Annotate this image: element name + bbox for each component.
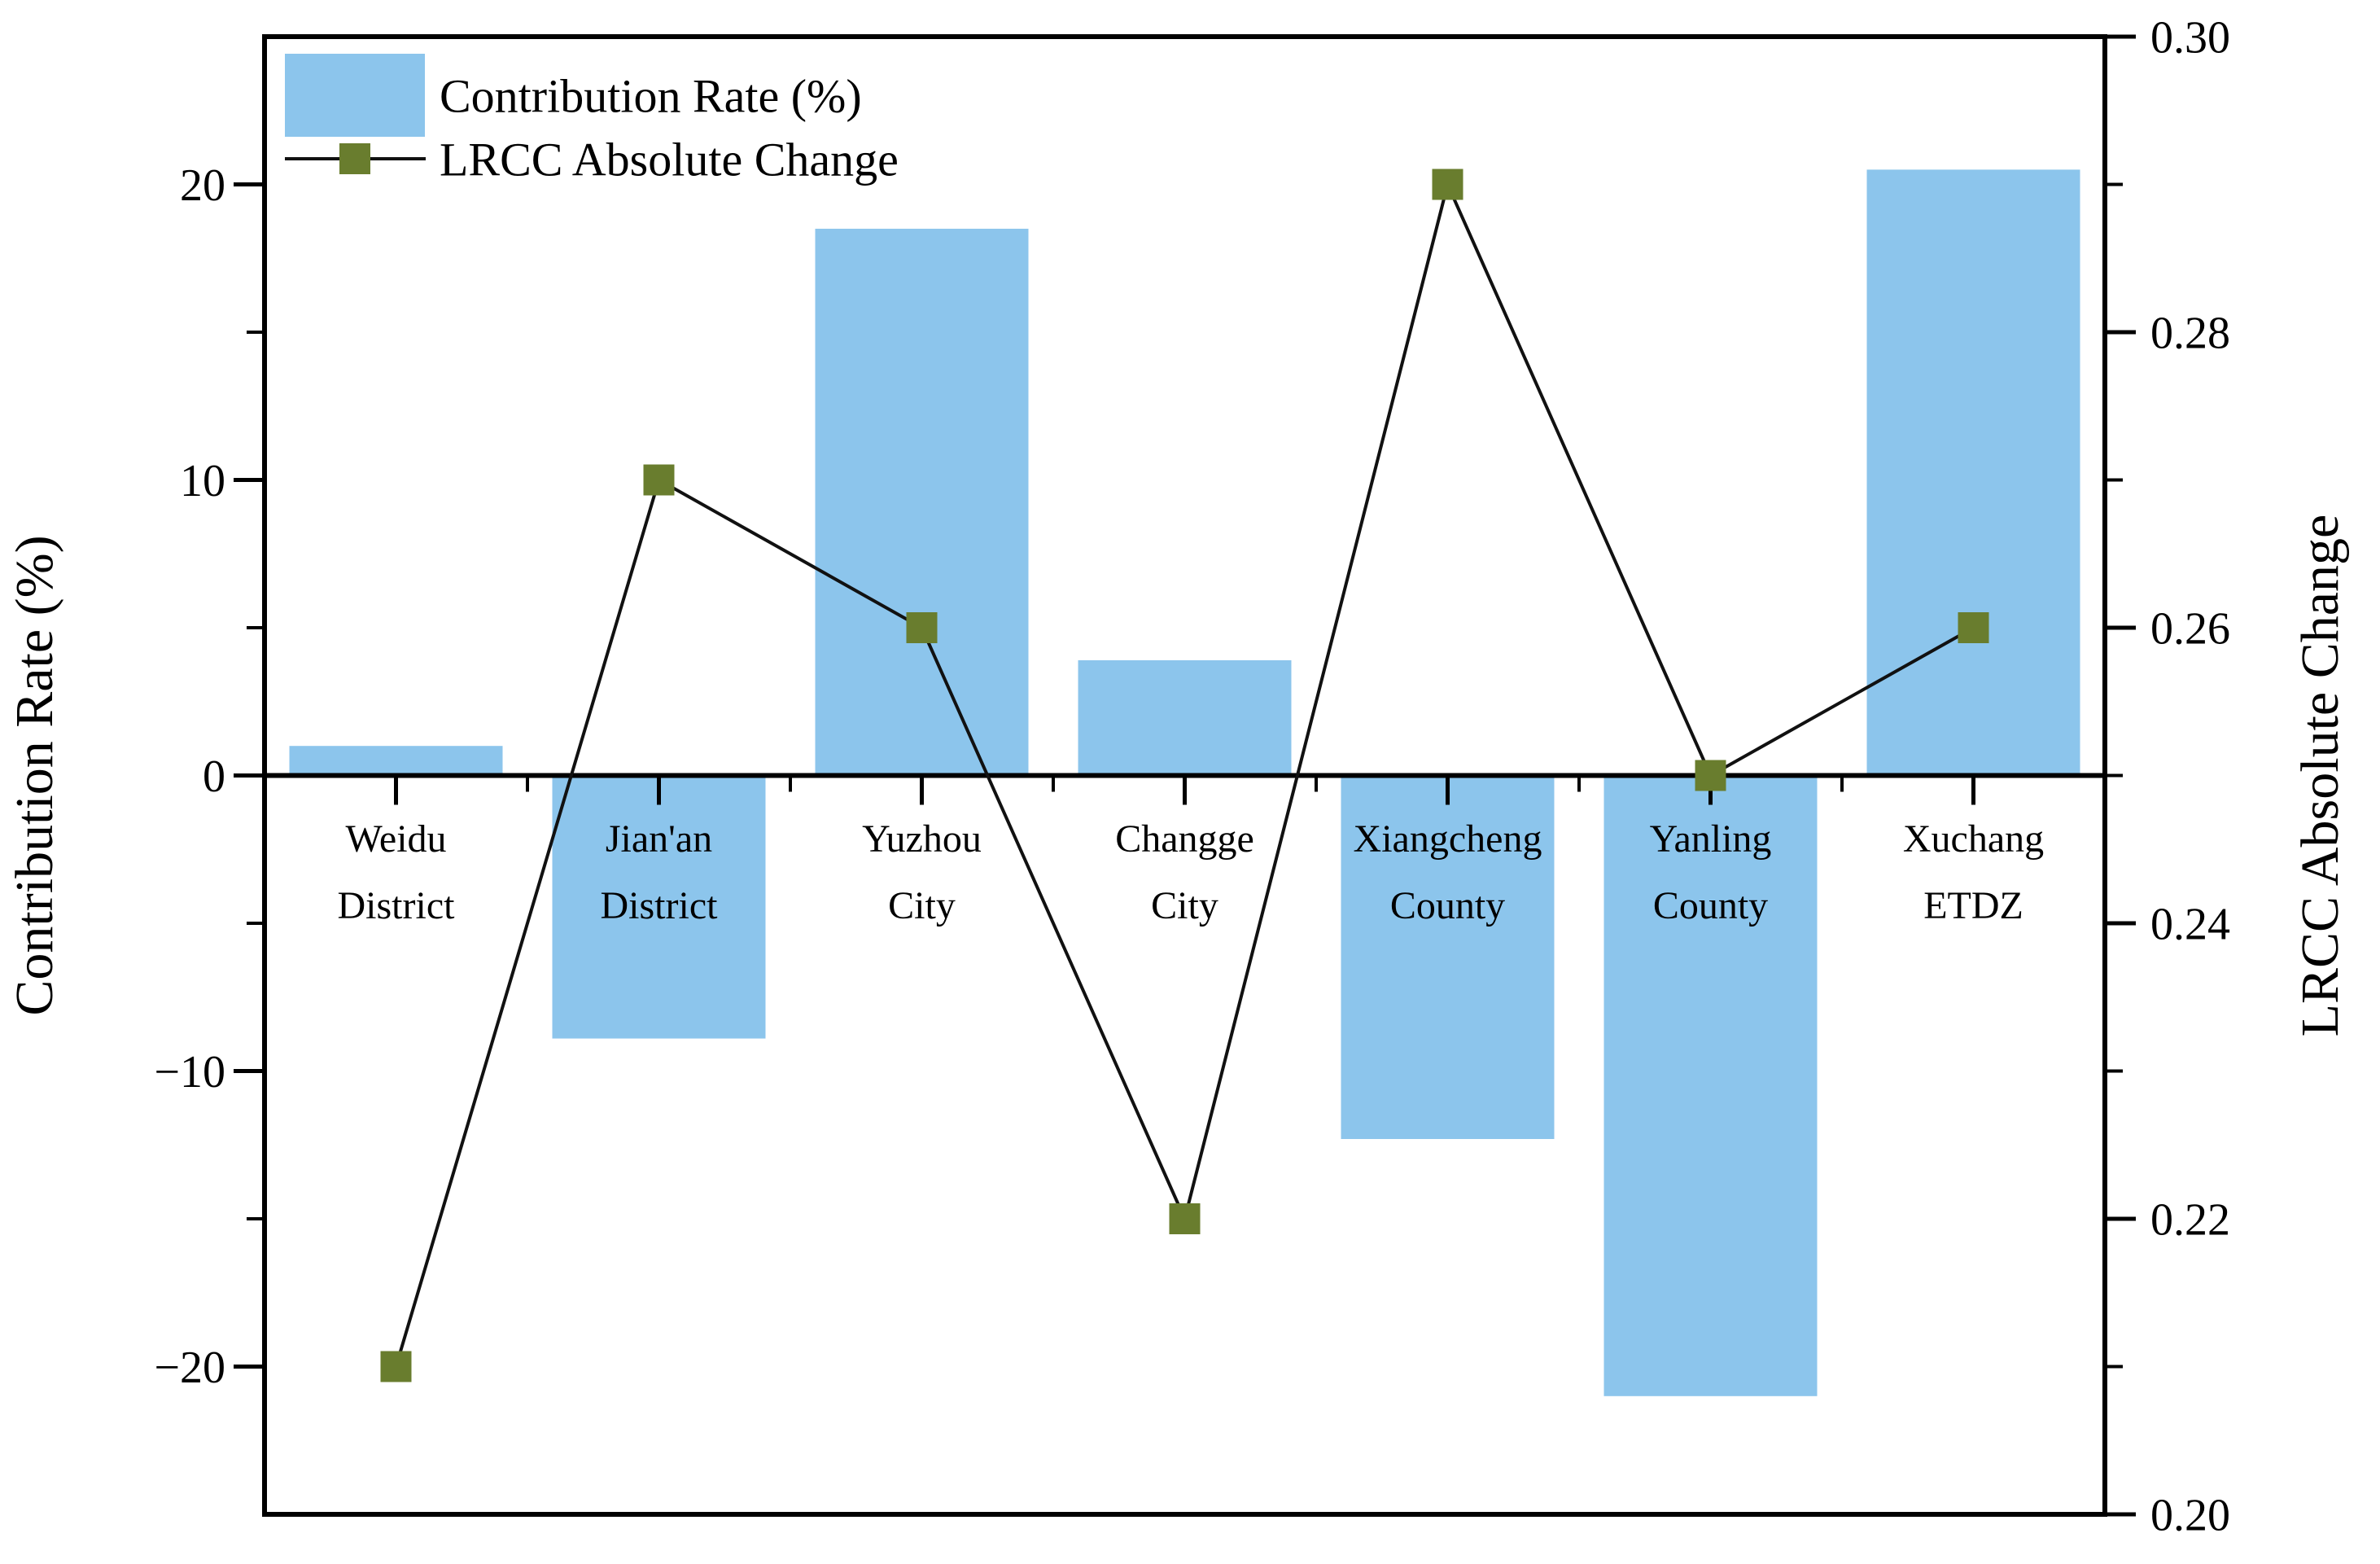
left-tick-label: −10 — [154, 1047, 225, 1097]
category-label-changge-city: Changge City — [1115, 817, 1254, 927]
right-tick-label: 0.30 — [2150, 13, 2230, 64]
x-axis-labels-group: Weidu District Jian'an District Yuzhou City Ch… — [338, 817, 2045, 927]
bar-yanling-county — [1603, 775, 1818, 1396]
bar-xuchang-etdz — [1866, 169, 2080, 776]
category-label-yanling-county: Yanling County — [1650, 817, 1772, 927]
right-tick-label: 0.24 — [2150, 900, 2230, 950]
category-label-yuzhou-city: Yuzhou City — [862, 817, 982, 927]
right-tick-label: 0.22 — [2150, 1195, 2230, 1246]
right-tick-label: 0.28 — [2150, 309, 2230, 359]
category-label-xuchang-etdz: Xuchang ETDZ — [1903, 817, 2044, 927]
left-tick-label: 20 — [180, 160, 225, 211]
right-tick-label: 0.26 — [2150, 604, 2230, 655]
category-label-xiangcheng-county: Xiangcheng County — [1354, 817, 1542, 927]
bar-changge-city — [1078, 659, 1292, 776]
line-marker-yuzhou-city — [906, 612, 938, 643]
left-axis-title: Contribution Rate (%) — [5, 535, 64, 1015]
line-marker-xuchang-etdz — [1958, 612, 1989, 643]
line-marker-yanling-county — [1695, 760, 1726, 791]
category-label-jian-an-district: Jian'an District — [601, 817, 719, 927]
right-axis-title: LRCC Absolute Change — [2290, 515, 2350, 1037]
legend-bar-label: Contribution Rate (%) — [440, 69, 862, 122]
legend-line-label: LRCC Absolute Change — [440, 133, 899, 186]
right-tick-label: 0.20 — [2150, 1491, 2230, 1541]
line-marker-jian-an-district — [643, 464, 675, 496]
line-series-group — [380, 169, 1989, 1382]
legend-square-marker-icon — [339, 143, 370, 174]
legend: Contribution Rate (%) LRCC Absolute Chan… — [285, 54, 899, 186]
line-marker-xiangcheng-county — [1432, 169, 1463, 200]
y-axis-tick-labels-group: 20 10 0 −10 −20 0.30 0.28 0.26 0.24 0.22 0.20 — [154, 13, 2230, 1541]
y-axis-ticks-group — [234, 34, 2136, 1517]
line-marker-changge-city — [1169, 1203, 1201, 1234]
legend-bar-swatch — [285, 54, 425, 137]
bar-jian-an-district — [552, 775, 766, 1039]
bar-series-group — [289, 169, 2080, 1396]
line-marker-weidu-district — [380, 1351, 412, 1382]
left-tick-label: 0 — [203, 751, 225, 802]
bar-xiangcheng-county — [1341, 775, 1555, 1139]
left-tick-label: −20 — [154, 1343, 225, 1393]
left-tick-label: 10 — [180, 456, 225, 506]
category-label-weidu-district: Weidu District — [338, 817, 456, 927]
x-axis-ticks-group — [394, 775, 1975, 805]
bar-weidu-district — [289, 746, 503, 776]
bar-yuzhou-city — [815, 228, 1029, 776]
